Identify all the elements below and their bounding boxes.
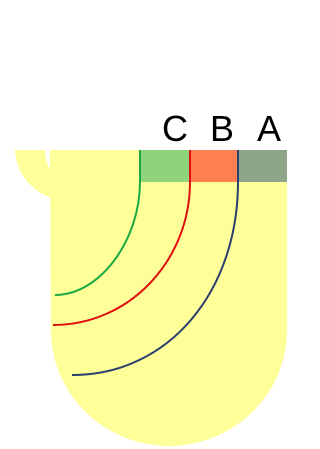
band-b bbox=[190, 150, 238, 182]
body-shape bbox=[50, 150, 287, 446]
diagram: C B A bbox=[0, 0, 287, 449]
band-c bbox=[140, 150, 190, 182]
label-c: C bbox=[162, 108, 188, 149]
label-a: A bbox=[257, 108, 281, 149]
page: {"labels": ["C", "B", "A"]} C B A (() =>… bbox=[0, 0, 287, 449]
band-a bbox=[238, 150, 287, 182]
label-b: B bbox=[210, 108, 234, 149]
